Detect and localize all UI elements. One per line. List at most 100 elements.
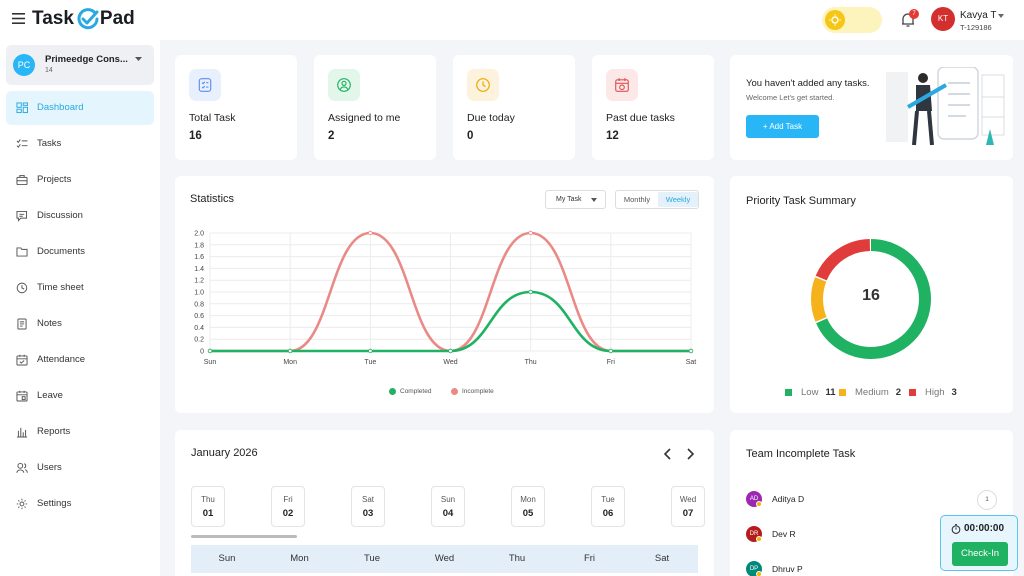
stat-label: Assigned to me [328,112,401,124]
day-card[interactable]: Sat 03 [351,486,385,527]
y-tick-label: 0.4 [194,325,204,332]
donut-slice-low[interactable] [811,239,931,359]
menu-icon[interactable] [12,13,25,24]
task-filter-select[interactable]: My Task [545,190,606,209]
legend-medium-label: Medium [855,387,889,398]
stat-value: 2 [328,130,335,142]
legend-high[interactable]: High 3 [909,387,957,398]
task-filter-value: My Task [556,196,582,203]
sidebar-item-users[interactable]: Users [6,451,154,485]
user-name[interactable]: Kavya T [960,10,997,21]
donut-slice-medium[interactable] [811,239,931,359]
day-number: 07 [682,508,694,519]
sidebar-item-label: Documents [37,246,86,257]
sidebar-item-settings[interactable]: Settings [6,487,154,521]
legend-medium[interactable]: Medium 2 [839,387,901,398]
legend-low-value: 11 [825,387,836,398]
day-card[interactable]: Wed 07 [671,486,705,527]
stopwatch-icon [951,523,961,534]
data-point-completed [448,348,453,354]
calendar-alert-icon [606,69,638,101]
stat-card-past-due-tasks[interactable]: Past due tasks 12 [592,55,714,160]
day-name: Tue [601,495,615,504]
sidebar-item-tasks[interactable]: Tasks [6,127,154,161]
sidebar-item-leave[interactable]: Leave [6,379,154,413]
user-id: T-129186 [960,23,992,32]
data-point-completed [287,348,293,354]
team-task-count[interactable]: 1 [977,490,997,510]
stat-label: Due today [467,112,515,124]
day-card[interactable]: Mon 05 [511,486,545,527]
legend-incomplete[interactable]: Incomplete [451,388,494,395]
add-task-button[interactable]: + Add Task [746,115,819,138]
period-weekly[interactable]: Weekly [658,192,698,207]
legend-high-label: High [925,387,945,398]
notification-badge: 7 [909,9,919,19]
stat-card-due-today[interactable]: Due today 0 [453,55,575,160]
chevron-down-icon[interactable] [998,14,1004,18]
x-tick-label: Sun [204,359,217,366]
legend-completed[interactable]: Completed [389,388,431,395]
team-title: Team Incomplete Task [746,448,856,460]
stat-card-assigned-to-me[interactable]: Assigned to me 2 [314,55,436,160]
checkin-timer: 00:00:00 [951,523,1004,534]
org-switcher[interactable]: PC Primeedge Cons... 14 [6,45,154,85]
sidebar-item-dashboard[interactable]: Dashboard [6,91,154,125]
user-circle-icon [328,69,360,101]
sidebar: PC Primeedge Cons... 14 Dashboard Tasks Pr… [0,40,160,576]
sidebar-item-label: Tasks [37,138,62,149]
dashboard-icon [16,102,28,114]
day-card[interactable]: Thu 01 [191,486,225,527]
priority-donut-chart [811,239,931,359]
theme-toggle[interactable] [822,7,882,33]
legend-low-label: Low [801,387,819,398]
chevron-right-icon[interactable] [683,447,697,461]
sidebar-item-time-sheet[interactable]: Time sheet [6,271,154,305]
stat-label: Past due tasks [606,112,675,124]
app-logo[interactable]: Task Pad [32,8,135,30]
y-tick-label: 0.2 [194,337,204,344]
day-card[interactable]: Fri 02 [271,486,305,527]
legend-low[interactable]: Low 11 [785,387,835,398]
sidebar-item-notes[interactable]: Notes [6,307,154,341]
legend-medium-value: 2 [895,387,902,398]
y-tick-label: 1.4 [194,266,204,273]
day-name: Fri [283,495,293,504]
org-count: 14 [45,67,53,74]
stat-card-total-task[interactable]: Total Task 16 [175,55,297,160]
x-tick-label: Thu [525,359,537,366]
x-tick-label: Mon [283,359,297,366]
notifications-button[interactable]: 7 [900,9,919,28]
stat-label: Total Task [189,112,236,124]
status-dot [756,536,762,542]
sun-icon [825,10,845,30]
priority-total: 16 [862,287,880,304]
user-avatar[interactable]: KT [931,7,955,31]
y-tick-label: 0.8 [194,301,204,308]
sidebar-item-discussion[interactable]: Discussion [6,199,154,233]
sidebar-item-attendance[interactable]: Attendance [6,343,154,377]
sidebar-item-projects[interactable]: Projects [6,163,154,197]
sidebar-item-documents[interactable]: Documents [6,235,154,269]
legend-completed-swatch [389,388,396,395]
day-card[interactable]: Sun 04 [431,486,465,527]
day-number: 06 [602,508,614,519]
legend-incomplete-label: Incomplete [462,388,494,395]
discussion-icon [16,210,28,222]
period-monthly[interactable]: Monthly [623,195,651,204]
week-header-day: Mon [290,553,309,564]
chevron-down-icon [591,198,597,202]
week-header: Sun Mon Tue Wed Thu Fri Sat [191,545,698,573]
week-header-day: Thu [508,553,526,564]
day-card[interactable]: Tue 06 [591,486,625,527]
sidebar-item-label: Attendance [37,354,86,365]
chevron-left-icon[interactable] [661,447,675,461]
data-point-incomplete [368,230,373,236]
day-number: 03 [362,508,374,519]
sidebar-item-reports[interactable]: Reports [6,415,154,449]
legend-incomplete-swatch [451,388,458,395]
day-strip-scrollbar[interactable] [191,535,297,538]
week-header-day: Fri [583,553,596,564]
checkin-button[interactable]: Check-In [952,542,1008,566]
y-tick-label: 1.6 [194,254,204,261]
